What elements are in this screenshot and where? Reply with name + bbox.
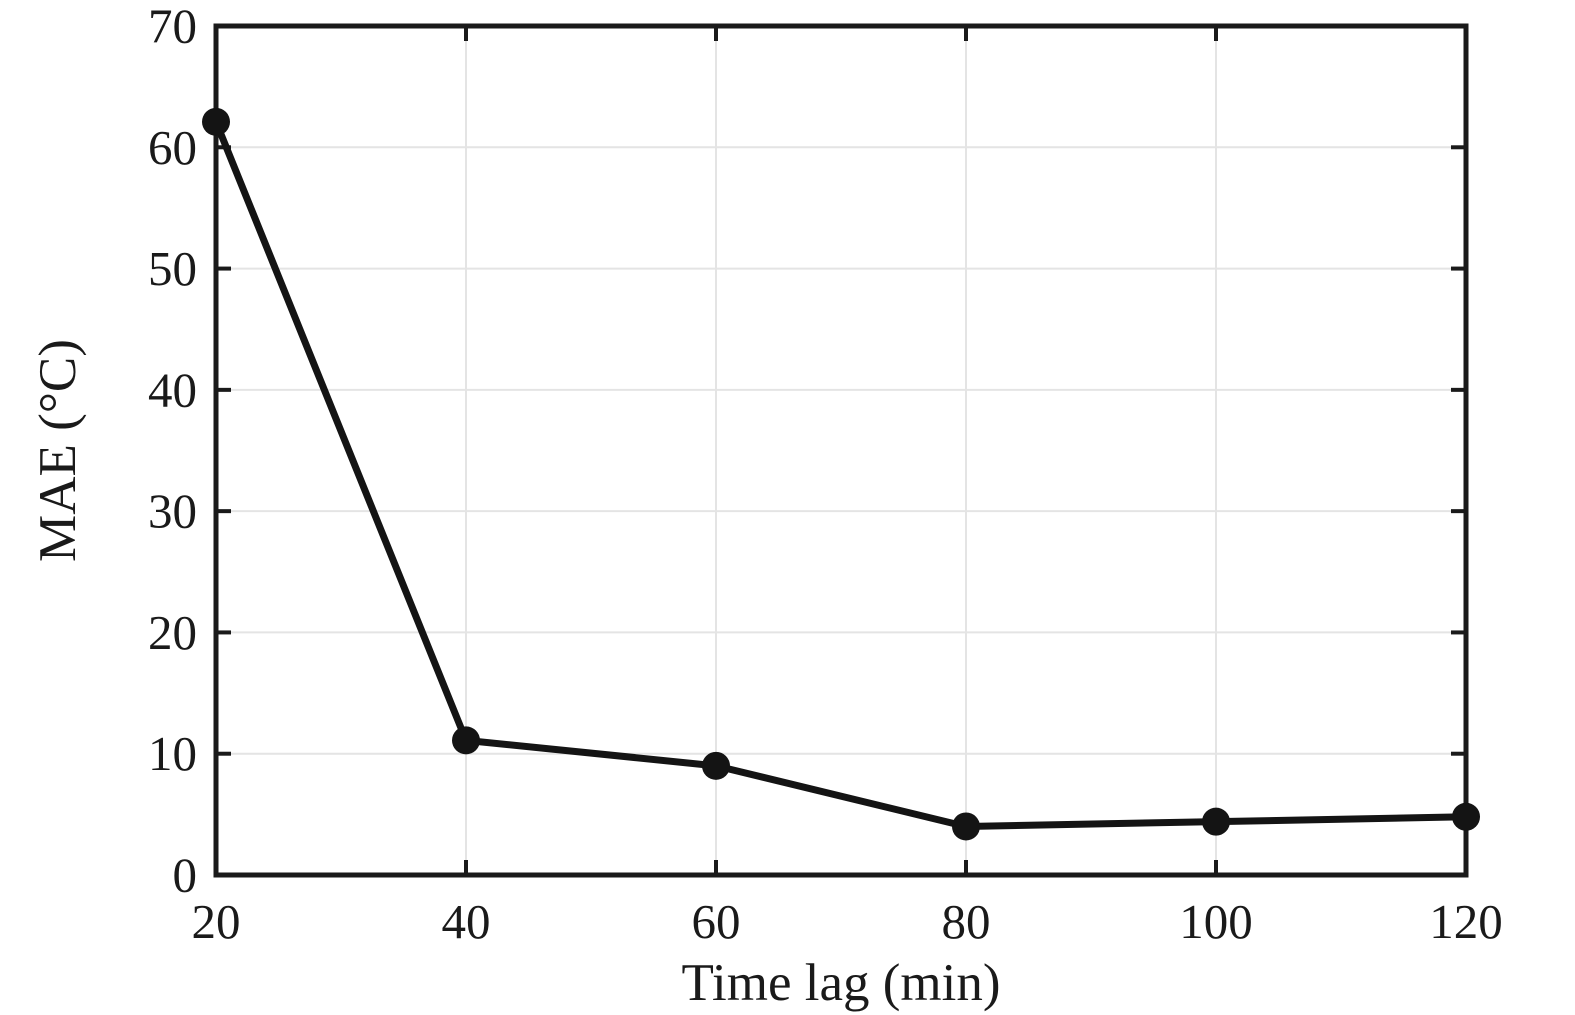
y-tick-label: 0	[173, 848, 198, 903]
y-tick-label: 20	[148, 605, 197, 660]
axis-box	[213, 23, 1469, 878]
data-point-marker	[1202, 807, 1230, 836]
data-point-marker	[952, 812, 980, 841]
x-tick-label: 100	[1179, 894, 1253, 949]
tick-labels: 20 40 60 80 100 120 0 10 20 30 40 50 60 70	[148, 0, 1503, 949]
x-tick-label: 40	[442, 894, 491, 949]
series-line	[212, 118, 1470, 830]
y-tick-label: 30	[148, 484, 197, 539]
y-tick-label: 50	[148, 241, 197, 296]
x-tick-label: 60	[692, 894, 741, 949]
x-tick-label: 120	[1429, 894, 1503, 949]
data-point-marker	[1452, 802, 1480, 831]
data-point-marker	[452, 726, 480, 755]
data-point-marker	[202, 107, 230, 136]
data-point-marker	[702, 751, 730, 780]
x-axis-label: Time lag (min)	[682, 954, 1001, 1012]
data-series	[202, 107, 1480, 841]
tick-marks	[214, 24, 1468, 877]
y-tick-label: 40	[148, 362, 197, 417]
gridlines	[216, 26, 1466, 875]
y-axis-label: MAE (°C)	[29, 339, 87, 562]
x-tick-label: 80	[942, 894, 991, 949]
y-tick-label: 70	[148, 0, 197, 54]
y-tick-label: 10	[148, 726, 197, 781]
plot-box	[213, 23, 1469, 878]
x-tick-label: 20	[192, 894, 241, 949]
y-tick-label: 60	[148, 120, 197, 175]
